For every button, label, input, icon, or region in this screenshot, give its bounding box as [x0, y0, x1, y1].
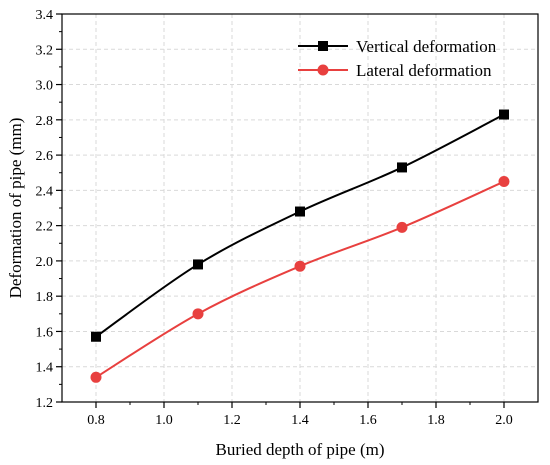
y-tick-label: 2.6 [36, 149, 54, 164]
y-tick-label: 2.2 [36, 220, 54, 235]
y-tick-label: 2.4 [36, 184, 54, 199]
y-axis-title: Deformation of pipe (mm) [6, 118, 25, 299]
x-tick-label: 0.8 [87, 413, 105, 428]
plot-frame [61, 13, 539, 403]
y-tick-label: 1.2 [36, 396, 54, 411]
y-tick-label: 1.6 [36, 325, 54, 340]
legend-marker [317, 64, 329, 76]
y-tick-label: 1.8 [36, 290, 54, 305]
y-tick-label: 3.0 [36, 79, 54, 94]
data-point [90, 371, 102, 383]
x-tick-label: 1.8 [427, 413, 445, 428]
x-tick-label: 1.2 [223, 413, 241, 428]
y-tick-label: 1.4 [36, 361, 54, 376]
x-tick-label: 1.0 [155, 413, 173, 428]
y-tick-label: 3.4 [36, 8, 54, 23]
series-layer [90, 109, 510, 383]
legend-item: Vertical deformation [298, 37, 497, 56]
legend: Vertical deformation Lateral deformation [298, 37, 497, 80]
x-axis-ticks: 0.8 1.0 1.2 1.4 1.6 1.8 2.0 [87, 402, 513, 428]
data-point [294, 260, 306, 272]
legend-item: Lateral deformation [298, 61, 492, 80]
data-point [295, 206, 305, 217]
legend-label: Lateral deformation [356, 61, 492, 80]
series-2 [90, 176, 510, 383]
x-tick-label: 2.0 [495, 413, 513, 428]
data-point [397, 162, 407, 173]
y-axis-ticks: 1.2 1.4 1.6 1.8 2.0 2.2 2.4 2.6 2.8 3.0 3.2 3.4 [36, 8, 62, 411]
y-tick-label: 2.0 [36, 255, 54, 270]
data-point [396, 221, 408, 233]
data-point [499, 109, 509, 120]
y-tick-label: 3.2 [36, 43, 54, 58]
data-point [91, 331, 101, 342]
x-tick-label: 1.6 [359, 413, 377, 428]
series-1 [91, 109, 509, 342]
x-tick-label: 1.4 [291, 413, 309, 428]
y-tick-label: 2.8 [36, 114, 54, 129]
data-point [193, 259, 203, 270]
legend-marker [318, 41, 328, 51]
legend-label: Vertical deformation [356, 37, 497, 56]
data-point [498, 176, 510, 188]
data-point [192, 308, 204, 320]
x-axis-title: Buried depth of pipe (m) [215, 440, 384, 459]
